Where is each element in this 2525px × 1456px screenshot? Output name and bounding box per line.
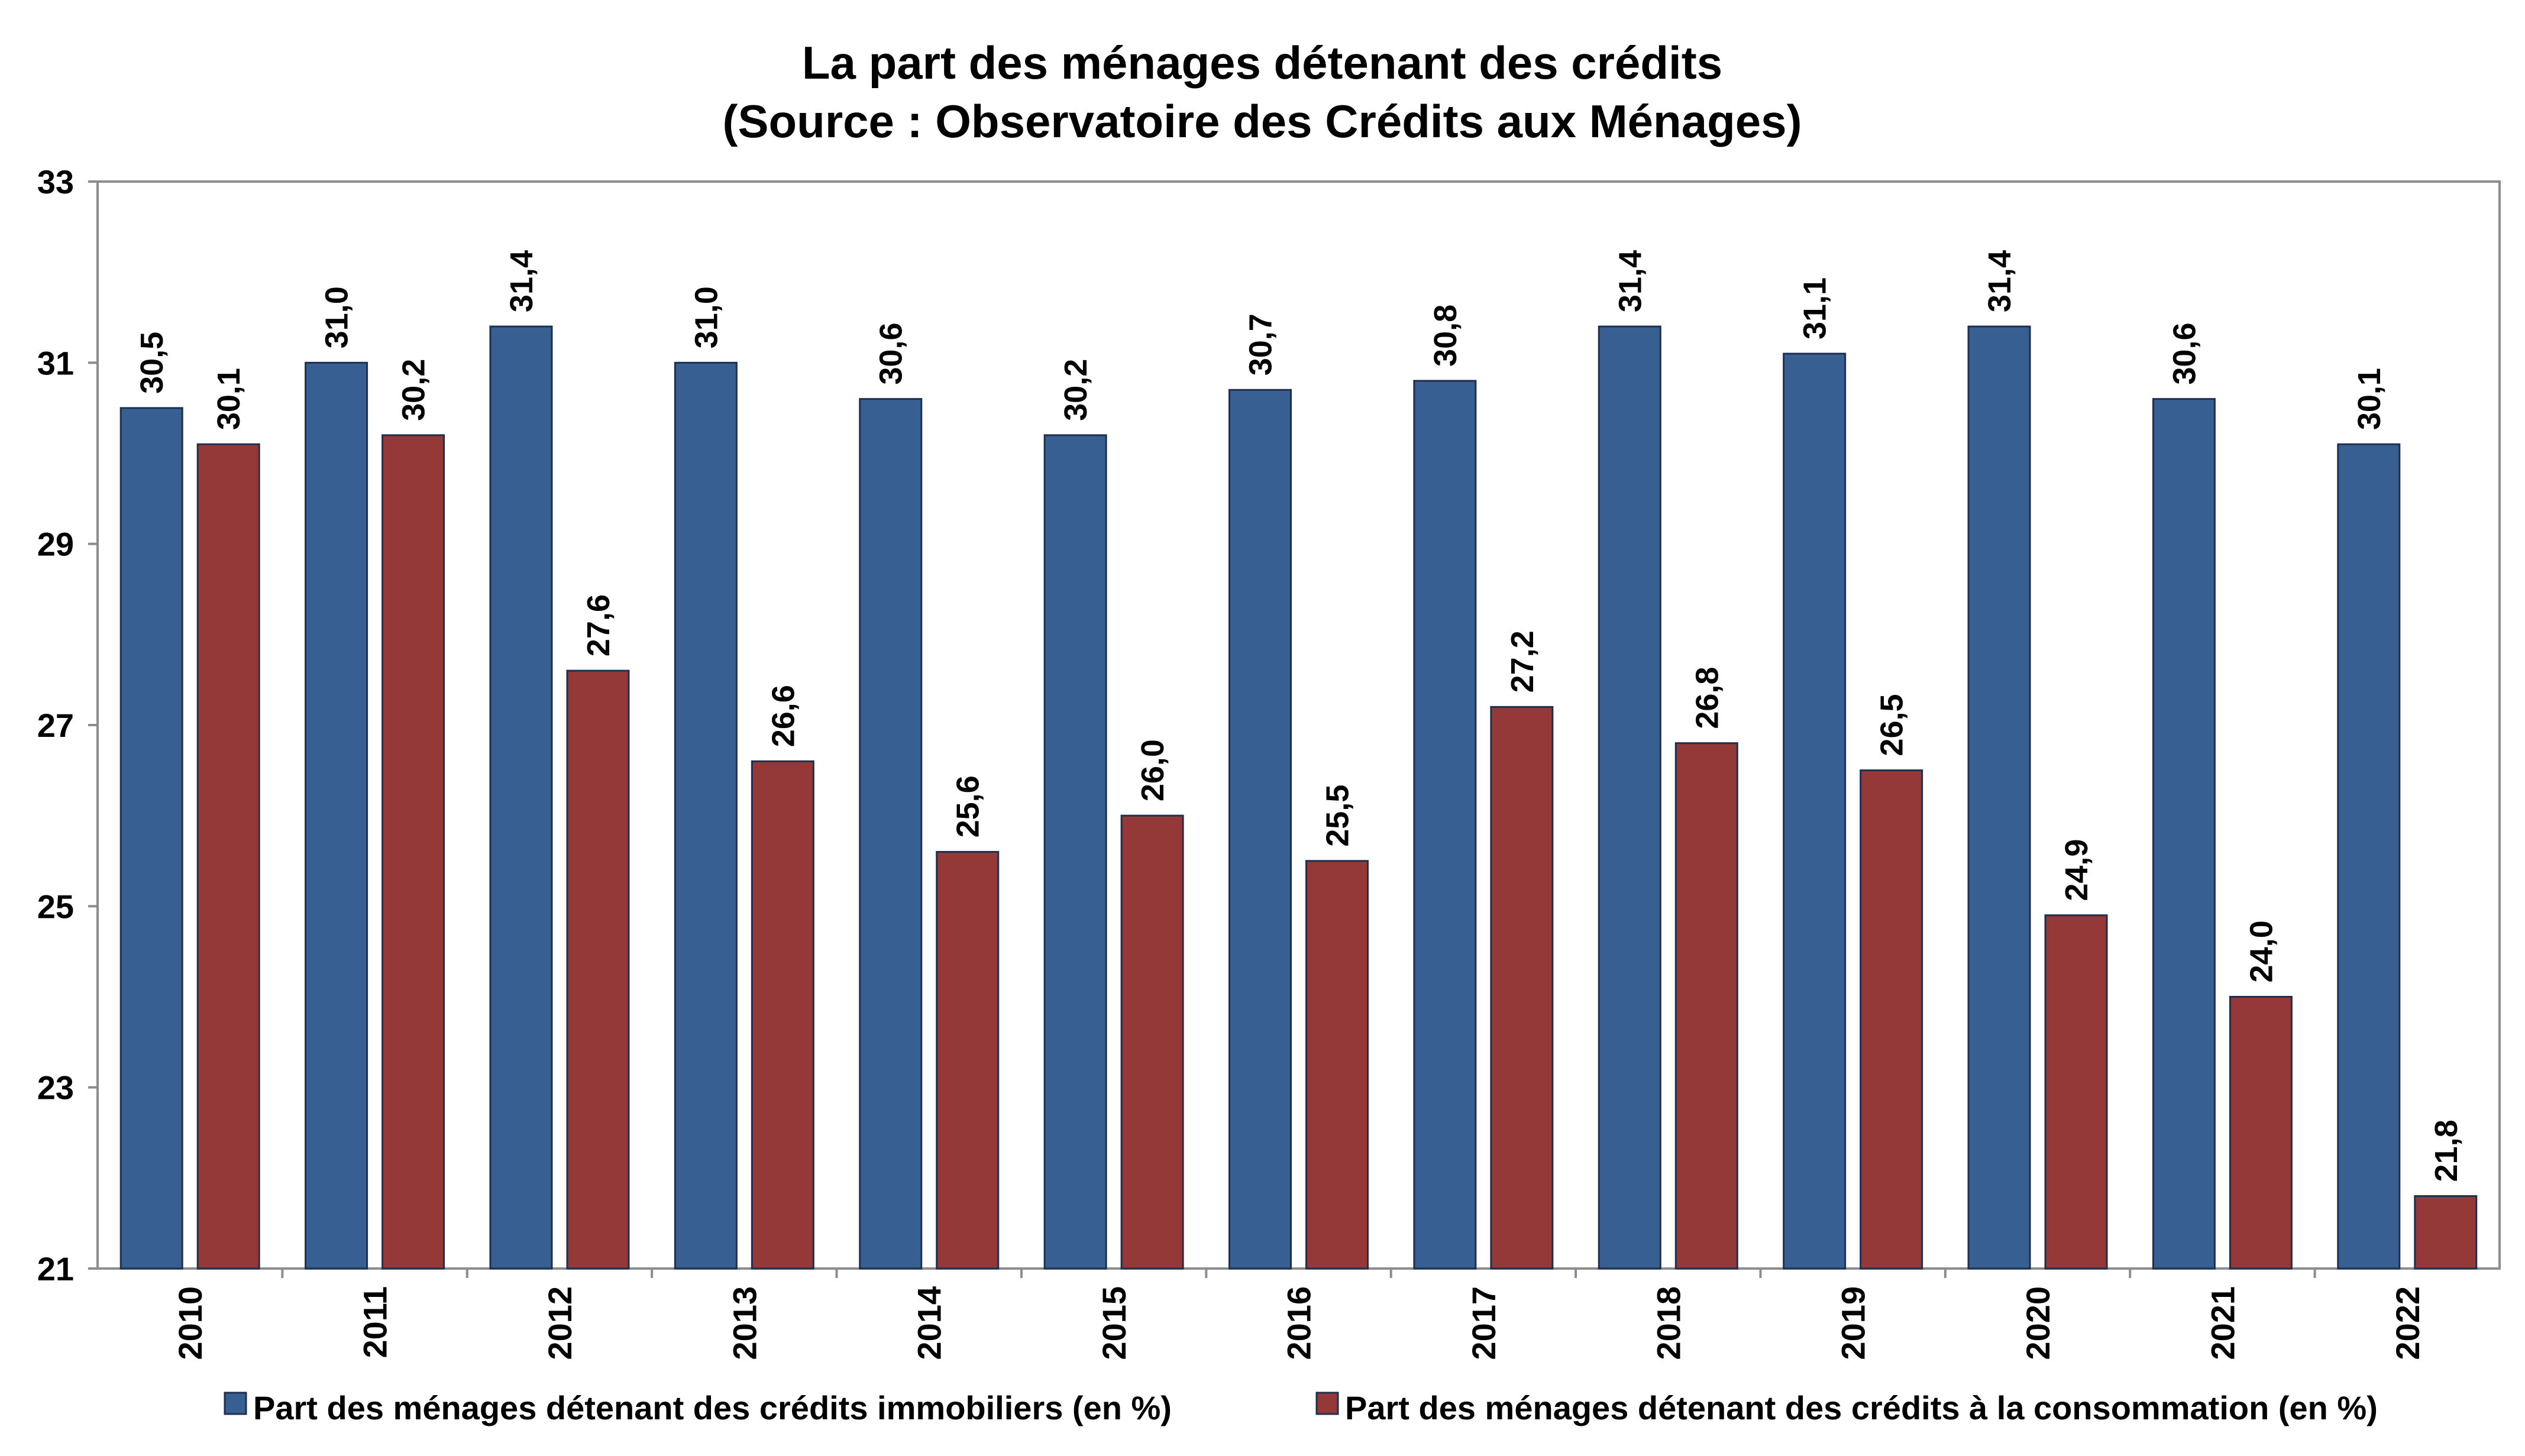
data-label: 21,8 — [2429, 1119, 2464, 1182]
data-label: 30,5 — [134, 332, 170, 394]
x-category-label: 2013 — [726, 1286, 763, 1360]
bar-immobilier — [489, 325, 553, 1270]
bar-immobilier — [674, 361, 738, 1270]
bar-immobilier — [1413, 380, 1477, 1270]
bar-immobilier — [1228, 389, 1292, 1270]
y-tick-label: 21 — [37, 1250, 74, 1287]
bar-consommation — [382, 434, 445, 1270]
y-tick-label: 25 — [37, 888, 74, 925]
x-category-label: 2011 — [357, 1286, 394, 1358]
legend-label-immobilier: Part des ménages détenant des crédits im… — [253, 1389, 1172, 1426]
data-label: 26,8 — [1689, 667, 1725, 729]
y-tick-label: 27 — [37, 707, 74, 744]
data-label: 26,5 — [1874, 694, 1910, 756]
data-label: 31,4 — [1612, 250, 1648, 312]
legend-swatch-immobilier — [224, 1392, 247, 1415]
x-category-label: 2015 — [1095, 1286, 1133, 1360]
y-tick-label: 31 — [37, 344, 74, 381]
legend: Part des ménages détenant des crédits im… — [224, 1389, 2378, 1426]
bar-immobilier — [859, 398, 923, 1270]
bar-immobilier — [1967, 325, 2031, 1270]
bar-immobilier — [305, 361, 368, 1270]
data-label: 30,2 — [1058, 359, 1094, 421]
data-labels: 30,5 30,1 31,0 30,2 31,4 27,6 31,0 26,6 30,6 25,6… — [134, 250, 2464, 1182]
data-label: 24,0 — [2243, 920, 2279, 982]
data-label: 31,0 — [688, 286, 724, 348]
data-label: 31,4 — [504, 250, 539, 312]
bar-immobilier — [1598, 325, 1661, 1270]
x-category-label: 2016 — [1281, 1286, 1318, 1360]
bar-immobilier — [1043, 434, 1107, 1270]
bar-consommation — [1860, 769, 1923, 1270]
bar-consommation — [1674, 742, 1738, 1270]
data-label: 31,0 — [319, 286, 355, 348]
bar-immobilier — [2337, 443, 2401, 1270]
data-label: 30,8 — [1428, 305, 1463, 367]
x-category-label: 2014 — [911, 1286, 948, 1360]
data-label: 30,1 — [2352, 368, 2387, 430]
data-label: 30,2 — [396, 359, 432, 421]
bar-consommation — [2044, 914, 2108, 1270]
bar-consommation — [936, 850, 1000, 1270]
data-label: 30,6 — [2167, 322, 2202, 384]
bar-consommation — [566, 669, 630, 1270]
bar-immobilier — [119, 407, 183, 1270]
x-category-label: 2018 — [1650, 1286, 1687, 1360]
y-axis: 21 23 25 27 29 31 33 — [37, 163, 98, 1287]
y-tick-label: 29 — [37, 526, 74, 563]
data-label: 27,2 — [1505, 630, 1540, 693]
x-category-label: 2020 — [2019, 1286, 2057, 1360]
x-category-label: 2012 — [541, 1286, 578, 1360]
bar-immobilier — [1783, 352, 1847, 1270]
bars — [119, 325, 2478, 1270]
legend-label-consommation: Part des ménages détenant des crédits à … — [1345, 1389, 2378, 1426]
x-category-label: 2017 — [1465, 1286, 1502, 1360]
x-axis: 2010 2011 2012 2013 2014 2015 2016 2017 2018 2019… — [172, 1269, 2426, 1360]
data-label: 30,7 — [1243, 313, 1279, 376]
x-category-label: 2019 — [1835, 1286, 1872, 1360]
bar-consommation — [1305, 860, 1369, 1270]
data-label: 25,5 — [1320, 785, 1356, 847]
data-label: 24,9 — [2059, 839, 2094, 901]
bar-immobilier — [2152, 398, 2216, 1270]
y-tick-label: 23 — [37, 1069, 74, 1106]
x-category-label: 2021 — [2204, 1286, 2241, 1360]
chart-subtitle: (Source : Observatoire des Crédits aux M… — [723, 95, 1802, 147]
chart-title: La part des ménages détenant des crédits — [802, 37, 1722, 89]
data-label: 26,0 — [1135, 739, 1171, 801]
data-label: 30,6 — [874, 322, 909, 384]
data-label: 26,6 — [765, 685, 801, 747]
legend-swatch-consommation — [1315, 1392, 1339, 1415]
y-tick-label: 33 — [37, 163, 74, 200]
bar-consommation — [1490, 706, 1554, 1270]
x-category-label: 2010 — [172, 1286, 209, 1360]
bar-consommation — [2229, 996, 2293, 1270]
bar-consommation — [1120, 814, 1184, 1270]
bar-consommation — [196, 443, 260, 1270]
plot-area — [96, 180, 2501, 1270]
data-label: 31,4 — [1982, 250, 2018, 312]
data-label: 31,1 — [1797, 277, 1833, 339]
data-label: 30,1 — [211, 368, 247, 430]
bar-consommation — [2414, 1195, 2478, 1270]
data-label: 27,6 — [581, 594, 616, 656]
bar-consommation — [751, 760, 814, 1270]
data-label: 25,6 — [950, 775, 986, 837]
x-category-label: 2022 — [2389, 1286, 2426, 1360]
